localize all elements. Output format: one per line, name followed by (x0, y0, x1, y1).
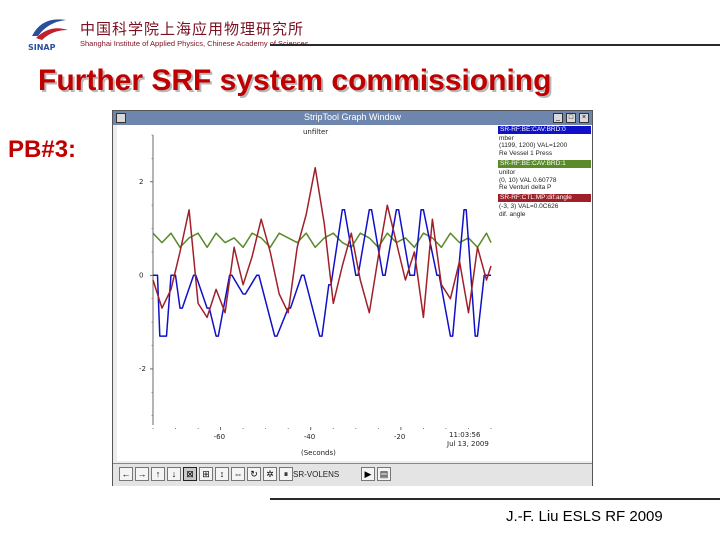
pan-icon[interactable]: ↕ (215, 467, 229, 481)
arrow-right-icon[interactable]: → (135, 467, 149, 481)
toolbar-status: SR-VOLENS (293, 470, 340, 479)
plot-area[interactable]: 2 0 -2 -60 -40 -20 unfilter (Seconds) 11:03:5… (117, 125, 497, 461)
x-tick-label: -60 (214, 433, 225, 441)
window-titlebar[interactable]: StripTool Graph Window _ □ × (113, 111, 592, 125)
legend-panel: SR-RF:BE:CAV:BRD:0 mber (1199, 1200) VAL=… (497, 125, 592, 461)
legend-item-text: (-3, 3) VAL=0.0C626 dif. angle (499, 203, 559, 218)
strip-chart[interactable]: 2 0 -2 -60 -40 -20 unfilter (Seconds) 11:03:5… (117, 125, 497, 461)
arrow-up-icon[interactable]: ↑ (151, 467, 165, 481)
org-name-cn: 中国科学院上海应用物理研究所 (80, 20, 305, 38)
window-title: StripTool Graph Window (303, 112, 402, 122)
arrow-down-icon[interactable]: ↓ (167, 467, 181, 481)
arrow-left-icon[interactable]: ← (119, 467, 133, 481)
header-divider (270, 44, 720, 46)
slide-title: Further SRF system commissioning (38, 64, 552, 97)
pause-icon[interactable]: ⏸ (279, 467, 293, 481)
x-end-date: Jul 13, 2009 (446, 440, 489, 448)
y-tick-label: 0 (139, 271, 143, 279)
footer-credit: J.-F. Liu ESLS RF 2009 (506, 508, 663, 525)
trace-line (152, 166, 492, 319)
section-label: PB#3: (8, 136, 77, 163)
striptool-window: StripTool Graph Window _ □ × 2 0 -2 -60 -40 -… (112, 110, 593, 486)
x-axis-label: (Seconds) (301, 449, 336, 457)
trace-line (152, 232, 492, 249)
window-menu-icon[interactable] (116, 113, 126, 123)
zoom-out-icon[interactable]: ⊞ (199, 467, 213, 481)
plot-label: unfilter (303, 128, 328, 136)
legend-item-text: mber (1199, 1200) VAL=1200 Re Vessel 1 P… (499, 135, 568, 157)
x-end-time: 11:03:56 (449, 431, 481, 439)
minimize-icon[interactable]: _ (553, 113, 563, 123)
x-tick-label: -40 (304, 433, 315, 441)
logo-text: SINAP (28, 43, 56, 52)
print-icon[interactable]: ▤ (377, 467, 391, 481)
sinap-logo: SINAP (28, 19, 68, 52)
legend-item-text: unitor (0, 10) VAL 0.60778 Re Venturi de… (499, 169, 557, 192)
autoscale-icon[interactable]: ⇔ (231, 467, 245, 481)
close-icon[interactable]: × (579, 113, 589, 123)
maximize-icon[interactable]: □ (566, 113, 576, 123)
legend-item-header[interactable]: SR-RF:CTL:MP:dif:angle (498, 194, 591, 203)
refresh-icon[interactable]: ↻ (247, 467, 261, 481)
y-tick-label: -2 (139, 365, 146, 373)
legend-item-header[interactable]: SR-RF:BE:CAV:BRD:0 (498, 126, 591, 134)
play-icon[interactable]: ▶ (361, 467, 375, 481)
org-name-en: Shanghai Institute of Applied Physics, C… (80, 39, 309, 48)
zoom-in-icon[interactable]: ⊠ (183, 467, 197, 481)
y-tick-label: 2 (139, 178, 143, 186)
config-icon[interactable]: ✲ (263, 467, 277, 481)
x-tick-label: -20 (394, 433, 405, 441)
footer-divider (270, 498, 720, 500)
striptool-toolbar: ← → ↑ ↓ ⊠ ⊞ ↕ ⇔ ↻ ✲ ⏸ ▶ ▤ SR-VOLENS (113, 463, 592, 486)
legend-item-header[interactable]: SR-RF:BE:CAV:BRD:1 (498, 160, 591, 169)
